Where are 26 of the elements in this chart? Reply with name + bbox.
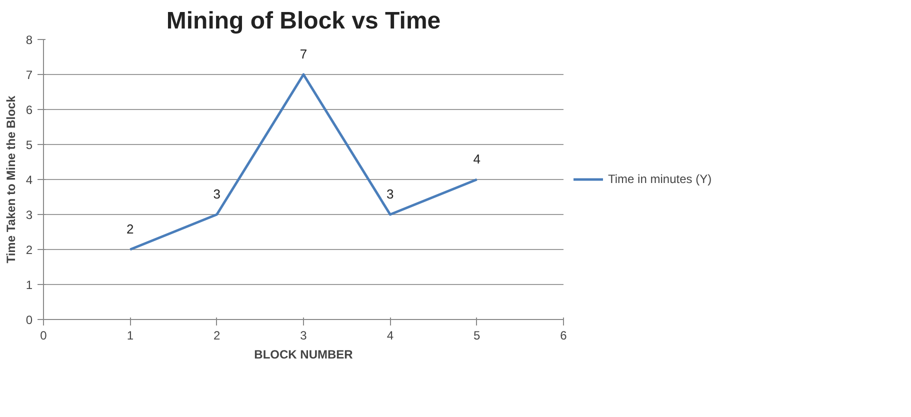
data-label: 7 (300, 46, 308, 62)
chart-title: Mining of Block vs Time (166, 8, 441, 34)
x-tick-label: 3 (300, 328, 308, 342)
line-series (128, 73, 478, 251)
x-axis-title: BLOCK NUMBER (254, 348, 354, 362)
legend-label: Time in minutes (Y) (608, 172, 712, 186)
x-tick-label: 2 (213, 328, 220, 342)
x-tick-label: 0 (40, 328, 48, 342)
y-tick-label: 7 (26, 68, 33, 82)
y-tick-label: 5 (26, 138, 33, 152)
y-axis-title: Time Taken to Mine the Block (4, 95, 18, 264)
data-label: 4 (473, 152, 480, 166)
y-tick-label: 3 (26, 208, 33, 222)
x-tick-label: 5 (473, 328, 480, 342)
data-label: 2 (126, 222, 134, 236)
data-label: 3 (213, 186, 220, 202)
y-tick-label: 0 (26, 313, 33, 327)
x-tick-label: 6 (560, 328, 568, 342)
y-tick-label: 8 (26, 33, 33, 47)
y-tick-label: 1 (26, 278, 33, 292)
y-tick-label: 4 (26, 173, 33, 187)
x-tick-label: 4 (386, 328, 394, 342)
y-tick-label: 2 (26, 243, 33, 257)
data-label: 3 (386, 186, 394, 202)
x-tick-label: 1 (126, 328, 134, 342)
y-tick-label: 6 (26, 103, 33, 117)
